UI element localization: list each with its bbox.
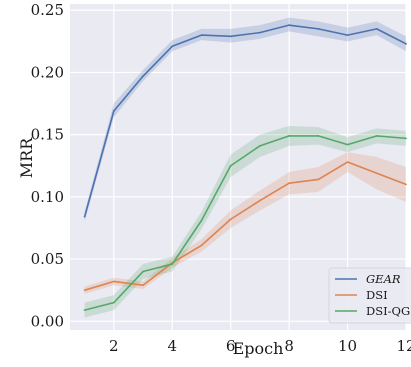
point-dsi-qg bbox=[200, 219, 203, 222]
point-gear bbox=[288, 24, 291, 27]
x-axis-label: Epoch bbox=[233, 339, 284, 358]
legend-label-dsi: DSI bbox=[366, 288, 388, 302]
point-dsi-qg bbox=[288, 134, 291, 137]
y-tick-label: 0.25 bbox=[31, 1, 64, 19]
point-dsi bbox=[200, 244, 203, 247]
y-axis-label: MRR bbox=[17, 137, 36, 178]
point-dsi bbox=[83, 289, 86, 292]
point-dsi bbox=[317, 178, 320, 181]
point-dsi bbox=[229, 218, 232, 221]
point-gear bbox=[259, 31, 261, 34]
point-dsi-qg bbox=[317, 134, 320, 137]
point-dsi-qg bbox=[112, 301, 115, 304]
line-dsi-qg bbox=[84, 135, 407, 311]
line-dsi bbox=[84, 161, 407, 291]
point-dsi-qg bbox=[171, 263, 174, 265]
point-gear bbox=[405, 42, 407, 45]
point-dsi-qg bbox=[346, 143, 349, 146]
legend-frame bbox=[328, 267, 411, 324]
point-dsi-qg bbox=[83, 309, 86, 311]
point-gear bbox=[83, 215, 86, 218]
y-tick-label: 0.20 bbox=[31, 63, 64, 81]
point-dsi bbox=[142, 284, 144, 287]
x-tick-label: 4 bbox=[167, 337, 177, 355]
point-gear bbox=[200, 34, 203, 37]
line-gear bbox=[83, 24, 407, 217]
y-tick-label: 0.15 bbox=[31, 126, 64, 144]
point-dsi bbox=[112, 280, 115, 283]
x-tick-label: 12 bbox=[396, 337, 411, 355]
point-dsi bbox=[375, 172, 378, 175]
point-gear bbox=[346, 34, 349, 37]
point-dsi bbox=[288, 182, 291, 185]
point-dsi-qg bbox=[375, 134, 378, 137]
x-tick-label: 2 bbox=[109, 337, 119, 355]
point-dsi bbox=[346, 161, 349, 163]
band-dsi bbox=[84, 152, 406, 294]
point-dsi bbox=[259, 199, 261, 202]
y-tick-label: 0.10 bbox=[31, 188, 64, 206]
legend-label-dsi-qg: DSI-QG bbox=[366, 304, 410, 318]
point-gear bbox=[142, 75, 144, 78]
point-gear bbox=[375, 27, 378, 30]
point-gear bbox=[317, 27, 320, 30]
legend-label-gear: GEAR bbox=[366, 272, 401, 286]
point-dsi bbox=[405, 183, 407, 186]
point-dsi-qg bbox=[142, 270, 144, 273]
x-tick-label: 6 bbox=[226, 337, 236, 355]
point-dsi-qg bbox=[229, 164, 232, 167]
band-dsi-qg bbox=[84, 125, 406, 318]
tick-labels: 2 4 6 8 10 12 0.00 0.05 0.10 0.15 0.20 0.25 bbox=[31, 1, 411, 355]
legend: GEAR DSI DSI-QG bbox=[328, 267, 411, 324]
series-lines bbox=[83, 24, 407, 311]
y-tick-label: 0.00 bbox=[31, 312, 64, 330]
x-tick-label: 8 bbox=[284, 337, 294, 355]
point-gear bbox=[171, 45, 174, 48]
confidence-bands bbox=[84, 17, 406, 318]
y-tick-label: 0.05 bbox=[31, 250, 64, 268]
point-dsi-qg bbox=[405, 137, 407, 140]
point-gear bbox=[112, 110, 115, 112]
point-gear bbox=[229, 35, 232, 38]
x-tick-label: 10 bbox=[338, 337, 357, 355]
point-dsi-qg bbox=[259, 144, 261, 147]
